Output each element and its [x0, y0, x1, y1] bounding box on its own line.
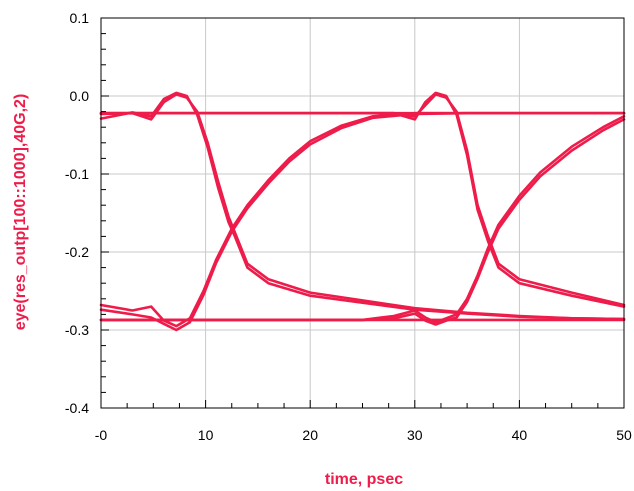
- x-tick-label: 20: [302, 427, 318, 443]
- y-tick-label: -0.3: [65, 322, 89, 338]
- eye-trace-10: [99, 118, 626, 326]
- x-axis-title: time, psec: [325, 471, 403, 488]
- x-tick-label: 40: [512, 427, 528, 443]
- y-tick-label: -0.2: [65, 244, 89, 260]
- y-tick-label: 0.0: [70, 88, 90, 104]
- y-tick-label: -0.1: [65, 166, 89, 182]
- x-tick-label: 30: [407, 427, 423, 443]
- y-tick-label: -0.4: [65, 400, 89, 416]
- x-tick-label: 50: [616, 427, 632, 443]
- eye-traces: [99, 91, 626, 332]
- tick-marks: [100, 17, 625, 409]
- x-tick-labels: -0 10 20 30 40 50: [95, 427, 632, 443]
- eye-trace-8: [99, 91, 626, 308]
- y-axis-title: eye(res_outp[100::1000],40G,2): [12, 94, 29, 331]
- y-tick-label: 0.1: [70, 10, 90, 26]
- x-tick-label: 10: [198, 427, 214, 443]
- y-tick-labels: 0.1 0.0 -0.1 -0.2 -0.3 -0.4: [65, 10, 89, 416]
- x-tick-label: -0: [95, 427, 108, 443]
